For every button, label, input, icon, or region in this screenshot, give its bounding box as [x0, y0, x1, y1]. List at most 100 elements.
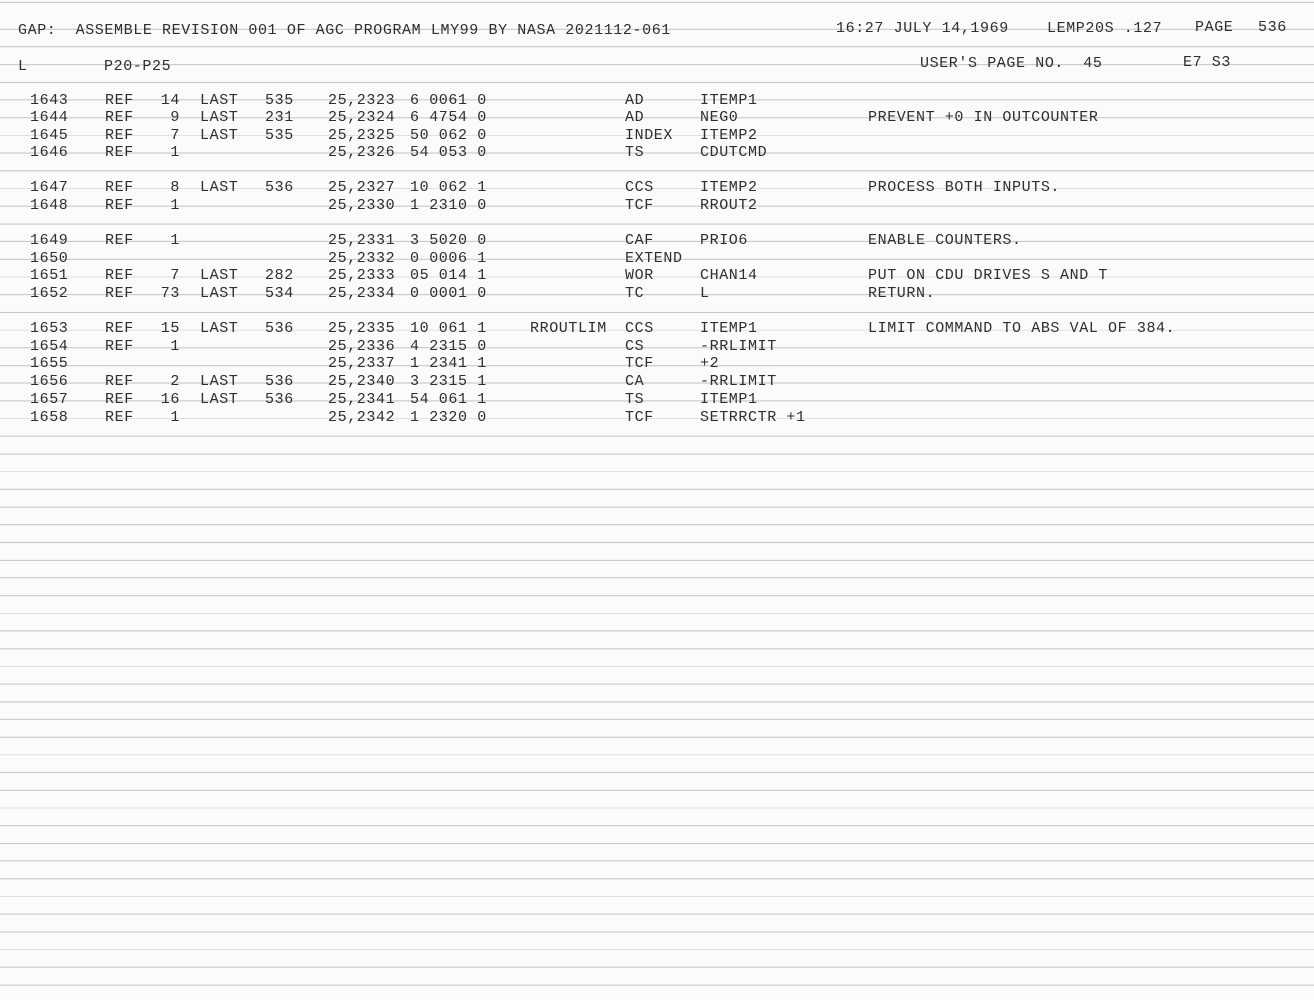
row-line: 1657 — [30, 391, 69, 408]
row-last-page: 535 — [265, 127, 294, 144]
row-line: 1643 — [30, 92, 69, 109]
row-word: 3 2315 1 — [410, 373, 487, 390]
row-address: 25,2331 — [328, 232, 396, 249]
row-address: 25,2335 — [328, 320, 396, 337]
row-word: 05 014 1 — [410, 267, 487, 284]
row-ref-count: 1 — [170, 338, 180, 355]
row-ref: REF — [105, 179, 134, 196]
subheader-l: L — [18, 58, 28, 75]
row-operand: RROUT2 — [700, 197, 758, 214]
row-ref-count: 16 — [160, 391, 180, 408]
row-ref-count: 8 — [170, 179, 180, 196]
row-op: EXTEND — [625, 250, 683, 267]
row-operand: ITEMP1 — [700, 391, 758, 408]
header-timestamp: 16:27 JULY 14,1969 — [836, 20, 1009, 37]
row-address: 25,2342 — [328, 409, 396, 426]
row-op: CS — [625, 338, 645, 355]
row-operand: -RRLIMIT — [700, 373, 777, 390]
row-last: LAST — [200, 373, 239, 390]
row-ref-count: 7 — [170, 267, 180, 284]
row-address: 25,2332 — [328, 250, 396, 267]
row-line: 1654 — [30, 338, 69, 355]
row-word: 0 0006 1 — [410, 250, 487, 267]
row-ref: REF — [105, 391, 134, 408]
subheader-section: P20-P25 — [104, 58, 172, 75]
row-address: 25,2323 — [328, 92, 396, 109]
row-address: 25,2324 — [328, 109, 396, 126]
row-comment: LIMIT COMMAND TO ABS VAL OF 384. — [868, 320, 1176, 337]
row-word: 4 2315 0 — [410, 338, 487, 355]
row-ref-count: 7 — [170, 127, 180, 144]
row-word: 54 053 0 — [410, 144, 487, 161]
row-address: 25,2330 — [328, 197, 396, 214]
row-operand: ITEMP1 — [700, 320, 758, 337]
row-last-page: 536 — [265, 179, 294, 196]
row-operand: CDUTCMD — [700, 144, 768, 161]
row-operand: PRIO6 — [700, 232, 749, 249]
row-ref: REF — [105, 320, 134, 337]
row-comment: PUT ON CDU DRIVES S AND T — [868, 267, 1109, 284]
row-line: 1649 — [30, 232, 69, 249]
row-address: 25,2336 — [328, 338, 396, 355]
row-address: 25,2340 — [328, 373, 396, 390]
row-word: 10 062 1 — [410, 179, 487, 196]
row-last-page: 536 — [265, 373, 294, 390]
row-word: 1 2310 0 — [410, 197, 487, 214]
row-last-page: 536 — [265, 320, 294, 337]
row-ref-count: 14 — [160, 92, 180, 109]
row-comment: ENABLE COUNTERS. — [868, 232, 1022, 249]
row-last: LAST — [200, 285, 239, 302]
row-ref-count: 9 — [170, 109, 180, 126]
row-operand: NEG0 — [700, 109, 739, 126]
row-op: INDEX — [625, 127, 674, 144]
header-title: GAP: ASSEMBLE REVISION 001 OF AGC PROGRA… — [18, 22, 671, 39]
row-address: 25,2337 — [328, 355, 396, 372]
row-address: 25,2327 — [328, 179, 396, 196]
row-ref: REF — [105, 285, 134, 302]
row-comment: PROCESS BOTH INPUTS. — [868, 179, 1061, 196]
row-line: 1658 — [30, 409, 69, 426]
row-last-page: 282 — [265, 267, 294, 284]
row-ref-count: 1 — [170, 197, 180, 214]
row-last: LAST — [200, 179, 239, 196]
row-label: RROUTLIM — [530, 320, 607, 337]
row-last: LAST — [200, 109, 239, 126]
row-word: 50 062 0 — [410, 127, 487, 144]
row-comment: RETURN. — [868, 285, 936, 302]
row-line: 1656 — [30, 373, 69, 390]
row-line: 1644 — [30, 109, 69, 126]
row-ref-count: 15 — [160, 320, 180, 337]
row-last-page: 534 — [265, 285, 294, 302]
row-ref: REF — [105, 197, 134, 214]
row-line: 1650 — [30, 250, 69, 267]
row-ref: REF — [105, 373, 134, 390]
subheader-code: E7 S3 — [1183, 54, 1232, 71]
row-ref-count: 1 — [170, 232, 180, 249]
row-op: AD — [625, 109, 645, 126]
row-address: 25,2325 — [328, 127, 396, 144]
row-line: 1651 — [30, 267, 69, 284]
row-op: TCF — [625, 197, 654, 214]
row-operand: +2 — [700, 355, 720, 372]
row-address: 25,2326 — [328, 144, 396, 161]
row-ref: REF — [105, 127, 134, 144]
row-op: AD — [625, 92, 645, 109]
row-line: 1655 — [30, 355, 69, 372]
row-line: 1646 — [30, 144, 69, 161]
header-page-label: PAGE — [1195, 19, 1234, 36]
row-op: TCF — [625, 355, 654, 372]
row-word: 1 2341 1 — [410, 355, 487, 372]
row-ref: REF — [105, 267, 134, 284]
header-program-id: LEMP20S .127 — [1047, 20, 1163, 37]
row-line: 1645 — [30, 127, 69, 144]
row-last-page: 231 — [265, 109, 294, 126]
header-page: 536 — [1258, 19, 1287, 36]
row-word: 6 0061 0 — [410, 92, 487, 109]
row-operand: CHAN14 — [700, 267, 758, 284]
row-last: LAST — [200, 267, 239, 284]
row-last-page: 536 — [265, 391, 294, 408]
row-operand: SETRRCTR +1 — [700, 409, 806, 426]
row-operand: ITEMP2 — [700, 179, 758, 196]
row-op: TCF — [625, 409, 654, 426]
